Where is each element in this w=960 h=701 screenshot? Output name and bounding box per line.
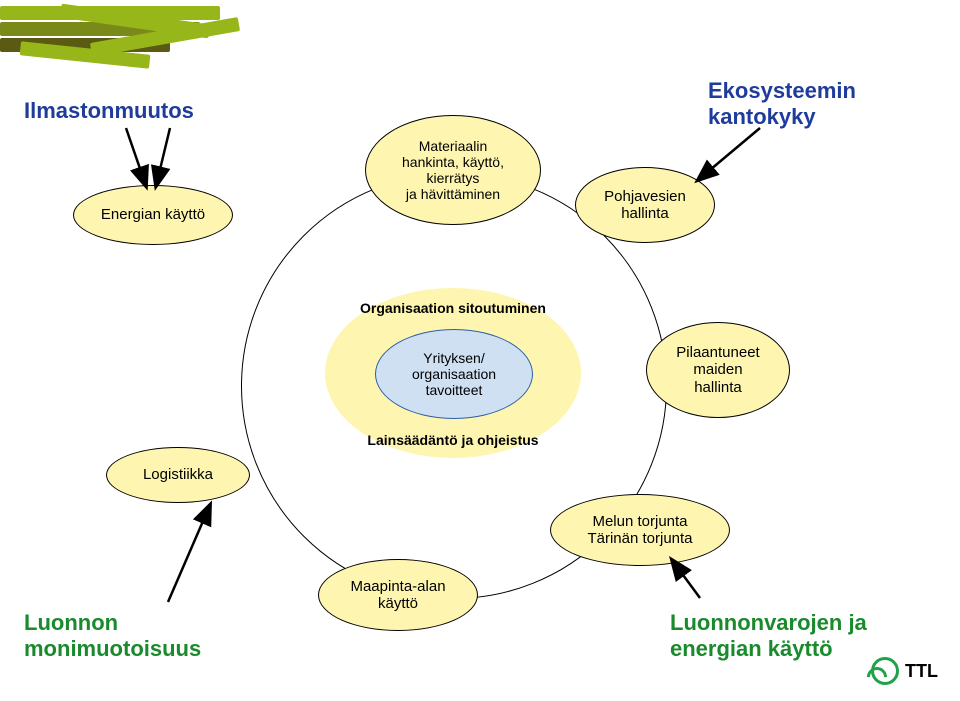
node-logistiikka: Logistiikka: [106, 447, 250, 503]
node-materiaali: Materiaalin hankinta, käyttö, kierrätys …: [365, 115, 541, 225]
core-label-upper: Organisaation sitoutuminen: [340, 300, 566, 316]
node-pilaant: Pilaantuneet maiden hallinta: [646, 322, 790, 418]
title-bottom-right: Luonnonvarojen ja energian käyttö: [670, 610, 867, 662]
title-top-right: Ekosysteemin kantokyky: [708, 78, 856, 130]
node-maapinta: Maapinta-alan käyttö: [318, 559, 478, 631]
title-top-left: Ilmastonmuutos: [24, 98, 194, 124]
core-label-lower: Lainsäädäntö ja ohjeistus: [350, 432, 556, 448]
node-pohjavesi: Pohjavesien hallinta: [575, 167, 715, 243]
node-melun: Melun torjunta Tärinän torjunta: [550, 494, 730, 566]
diagram-canvas: Ilmastonmuutos Ekosysteemin kantokyky Lu…: [0, 0, 960, 701]
title-bottom-left: Luonnon monimuotoisuus: [24, 610, 201, 662]
ttl-logo: TTL: [871, 657, 938, 685]
brand-decoration: [0, 0, 260, 80]
core-inner-ellipse: Yrityksen/ organisaation tavoitteet: [375, 329, 533, 419]
logo-text: TTL: [905, 661, 938, 682]
logo-icon: [871, 657, 899, 685]
node-energia: Energian käyttö: [73, 185, 233, 245]
